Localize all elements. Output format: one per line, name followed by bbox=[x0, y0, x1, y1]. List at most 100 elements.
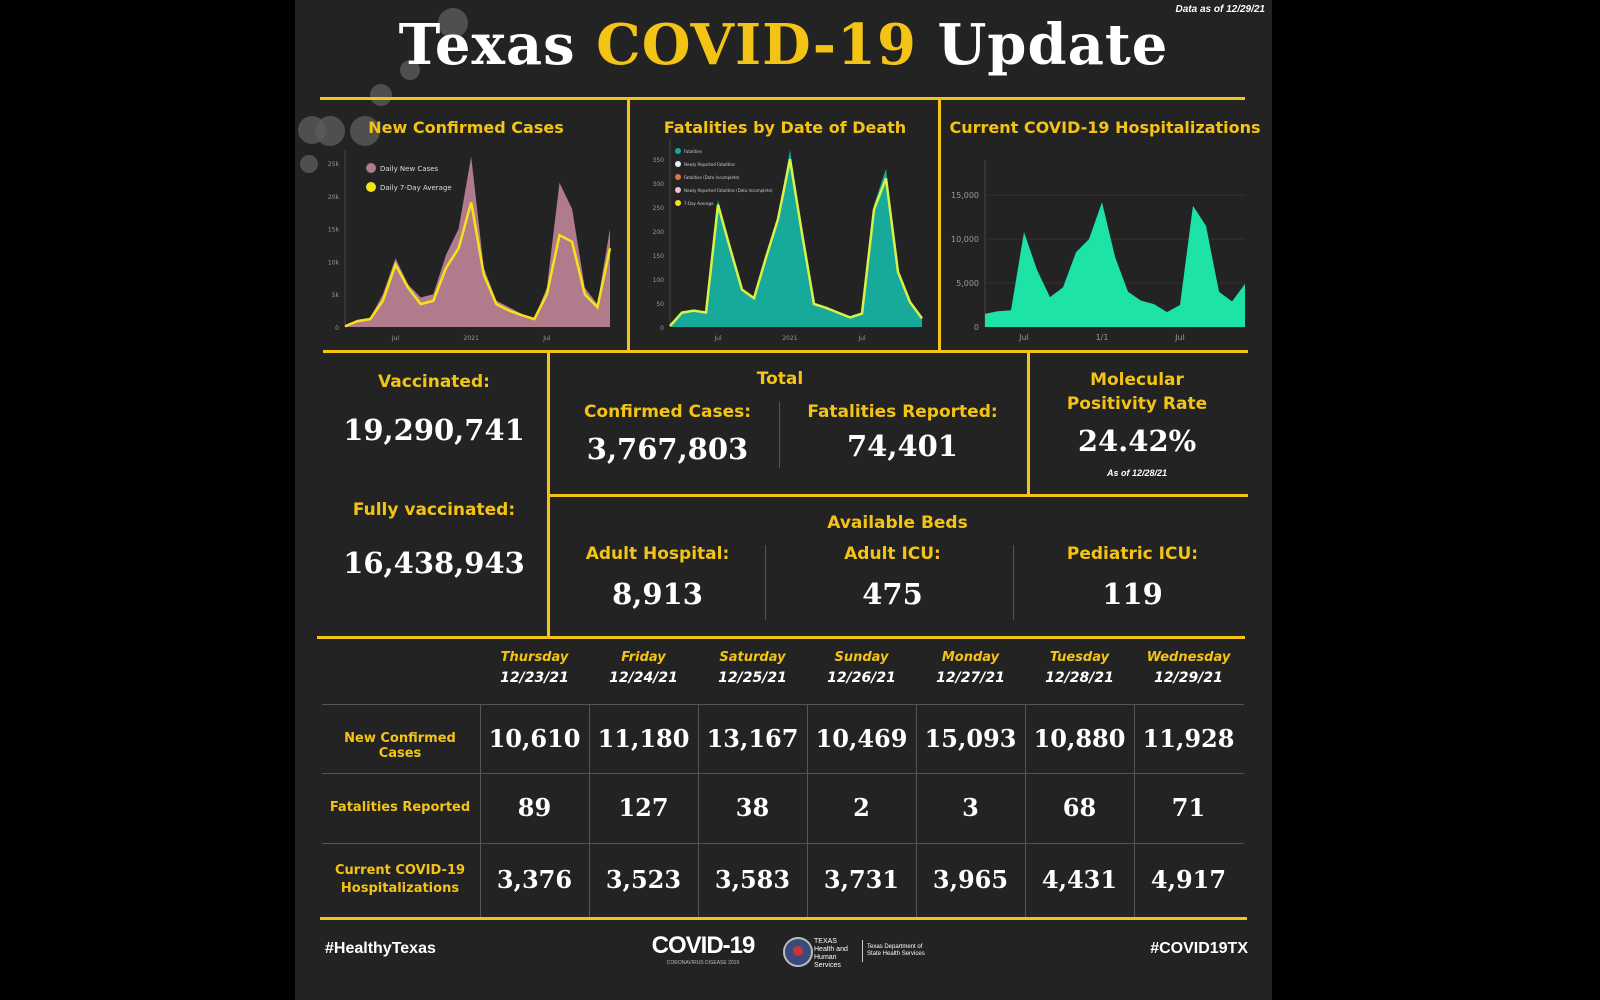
covid19-logo-subtext: CORONAVIRUS DISEASE 2019 bbox=[666, 960, 740, 966]
y-tick-label: 250 bbox=[653, 205, 665, 212]
y-tick-label: 0 bbox=[660, 325, 664, 332]
y-tick-label: 5k bbox=[332, 292, 340, 299]
y-tick-label: 15,000 bbox=[951, 191, 979, 200]
hhs-logo-text: TEXAS Health and Human Services bbox=[814, 938, 848, 969]
y-tick-label: 5,000 bbox=[956, 279, 979, 288]
col-divider bbox=[1025, 704, 1026, 917]
decor-dot bbox=[300, 155, 318, 173]
dshs-logo-text: Texas Department of State Health Service… bbox=[867, 944, 925, 957]
day-name: Saturday bbox=[719, 650, 786, 665]
adult-hospital-label: Adult Hospital: bbox=[585, 544, 730, 564]
decor-dot bbox=[350, 116, 380, 146]
col-divider bbox=[698, 704, 699, 917]
totals-title: Total bbox=[756, 369, 804, 389]
y-tick-label: 15k bbox=[328, 227, 340, 234]
day-date: 12/26/21 bbox=[827, 670, 896, 686]
positivity-label-2: Positivity Rate bbox=[1066, 394, 1208, 414]
table-cell: 4,917 bbox=[1150, 865, 1227, 894]
separator bbox=[765, 545, 766, 620]
y-tick-label: 20k bbox=[328, 194, 340, 201]
table-cell: 38 bbox=[735, 793, 770, 822]
separator bbox=[779, 402, 780, 468]
table-cell: 3,376 bbox=[496, 865, 573, 894]
table-cell: 15,093 bbox=[924, 723, 1017, 753]
table-cell: 89 bbox=[517, 793, 552, 822]
day-date: 12/25/21 bbox=[718, 670, 787, 686]
legend-label: Daily New Cases bbox=[380, 165, 439, 173]
legend-marker bbox=[675, 187, 681, 193]
table-cell: 3,965 bbox=[932, 865, 1009, 894]
legend-marker bbox=[675, 200, 681, 206]
day-date: 12/28/21 bbox=[1045, 670, 1114, 686]
divider bbox=[317, 636, 1245, 639]
vaccinated-label: Vaccinated: bbox=[378, 372, 490, 392]
positivity-as-of: As of 12/28/21 bbox=[1106, 468, 1168, 478]
confirmed-cases-label: Confirmed Cases: bbox=[583, 402, 752, 422]
divider bbox=[320, 917, 1247, 920]
positivity-label-1: Molecular bbox=[1090, 370, 1184, 390]
table-cell: 3 bbox=[962, 793, 979, 822]
fully-vaccinated-label: Fully vaccinated: bbox=[352, 500, 516, 520]
x-tick-label: Jul bbox=[857, 335, 866, 342]
x-tick-label: Jul bbox=[542, 335, 551, 342]
legend-marker bbox=[675, 148, 681, 154]
data-as-of: Data as of 12/29/21 bbox=[1175, 4, 1266, 15]
table-cell: 3,583 bbox=[714, 865, 791, 894]
col-divider bbox=[589, 704, 590, 917]
adult-icu-label: Adult ICU: bbox=[844, 544, 941, 564]
infographic-panel bbox=[295, 0, 1272, 1000]
y-tick-label: 150 bbox=[653, 253, 665, 260]
title-covid: COVID-19 bbox=[596, 12, 917, 78]
col-divider bbox=[1134, 704, 1135, 917]
legend-marker bbox=[675, 161, 681, 167]
positivity-value: 24.42% bbox=[1077, 424, 1197, 458]
legend-marker bbox=[366, 163, 376, 173]
legend-label: Daily 7-Day Average bbox=[380, 184, 452, 192]
table-cell: 10,469 bbox=[815, 723, 908, 753]
x-tick-label: Jul bbox=[1174, 333, 1185, 342]
pediatric-icu-value: 119 bbox=[1102, 577, 1163, 611]
y-tick-label: 300 bbox=[653, 181, 665, 188]
series-line-daily-7-day-average bbox=[344, 202, 612, 328]
divider bbox=[547, 494, 1248, 497]
divider bbox=[938, 97, 941, 351]
series-line-7-day-average bbox=[669, 158, 924, 327]
table-cell: 13,167 bbox=[706, 723, 799, 753]
col-divider bbox=[916, 704, 917, 917]
x-tick-label: 1/1 bbox=[1096, 333, 1109, 342]
row-divider bbox=[322, 773, 1244, 774]
y-tick-label: 10k bbox=[328, 259, 340, 266]
legend-label: Fatalities (Data Incomplete) bbox=[684, 175, 740, 180]
table-cell: 2 bbox=[853, 793, 870, 822]
day-name: Wednesday bbox=[1146, 650, 1231, 665]
covid19tx-hashtag: #COVID19TX bbox=[1150, 940, 1248, 957]
title-update: Update bbox=[937, 12, 1169, 78]
divider bbox=[320, 97, 1245, 100]
day-name: Monday bbox=[941, 650, 1000, 665]
decor-dot bbox=[370, 84, 392, 106]
legend-label: Newly Reported Fatalities bbox=[684, 162, 735, 167]
adult-hospital-value: 8,913 bbox=[612, 577, 703, 611]
row-divider bbox=[322, 843, 1244, 844]
col-divider bbox=[807, 704, 808, 917]
chart-title-hospitalizations: Current COVID-19 Hospitalizations bbox=[949, 118, 1261, 137]
y-tick-label: 350 bbox=[653, 157, 665, 164]
col-divider bbox=[480, 704, 481, 917]
confirmed-cases-value: 3,767,803 bbox=[586, 432, 749, 466]
page-title: Texas COVID-19 Update bbox=[295, 12, 1272, 78]
chart-title-fatalities: Fatalities by Date of Death bbox=[663, 118, 907, 137]
table-cell: 3,523 bbox=[605, 865, 682, 894]
y-tick-label: 10,000 bbox=[951, 235, 979, 244]
table-cell: 11,928 bbox=[1142, 723, 1235, 753]
day-date: 12/27/21 bbox=[936, 670, 1005, 686]
y-tick-label: 25k bbox=[328, 161, 340, 168]
fatalities-reported-label: Fatalities Reported: bbox=[807, 402, 998, 422]
x-tick-label: 2021 bbox=[464, 335, 479, 342]
day-name: Thursday bbox=[500, 650, 569, 665]
divider bbox=[627, 97, 630, 351]
separator bbox=[1013, 545, 1014, 620]
day-name: Tuesday bbox=[1049, 650, 1110, 665]
pediatric-icu-label: Pediatric ICU: bbox=[1066, 544, 1199, 564]
y-tick-label: 0 bbox=[335, 325, 339, 332]
